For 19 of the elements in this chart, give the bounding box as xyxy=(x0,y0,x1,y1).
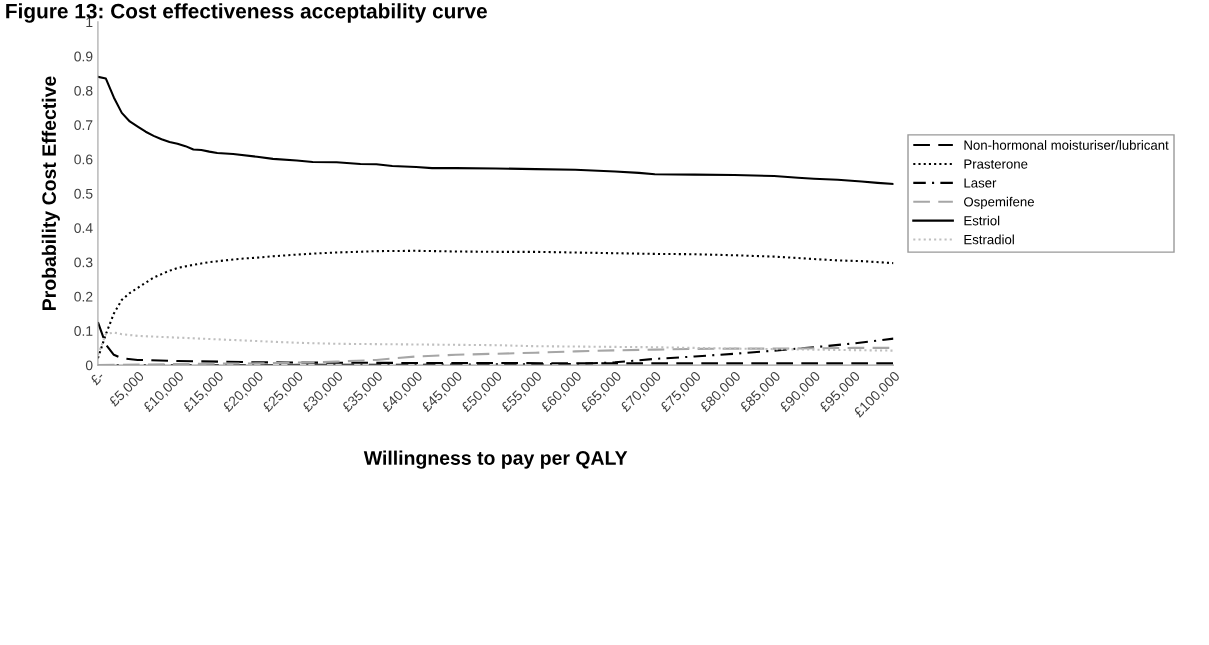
y-tick-label: 0.7 xyxy=(74,120,93,131)
legend-label: Non-hormonal moisturiser/lubricant xyxy=(964,140,1169,150)
y-tick-label: 0.2 xyxy=(74,291,93,302)
x-tick-label: £- xyxy=(89,370,105,386)
legend-label: Estradiol xyxy=(964,234,1014,245)
y-tick-label: 0.9 xyxy=(74,51,93,62)
legend-label: Laser xyxy=(964,178,997,188)
y-tick-label: 0.4 xyxy=(74,223,93,233)
y-tick-label: 0.5 xyxy=(74,188,93,199)
y-axis-title: Probability Cost Effective xyxy=(41,76,60,310)
x-axis-title: Willingness to pay per QALY xyxy=(363,450,628,469)
legend-label: Prasterone xyxy=(964,159,1028,169)
y-tick-label: 0.8 xyxy=(74,85,93,96)
legend-label: Estriol xyxy=(964,215,1000,226)
y-tick-label: 0.1 xyxy=(74,326,93,336)
legend-label: Ospemifene xyxy=(964,196,1034,210)
y-tick-label: 0 xyxy=(85,360,93,371)
y-tick-label: 0.6 xyxy=(74,154,93,165)
y-tick-label: 0.3 xyxy=(74,257,93,268)
